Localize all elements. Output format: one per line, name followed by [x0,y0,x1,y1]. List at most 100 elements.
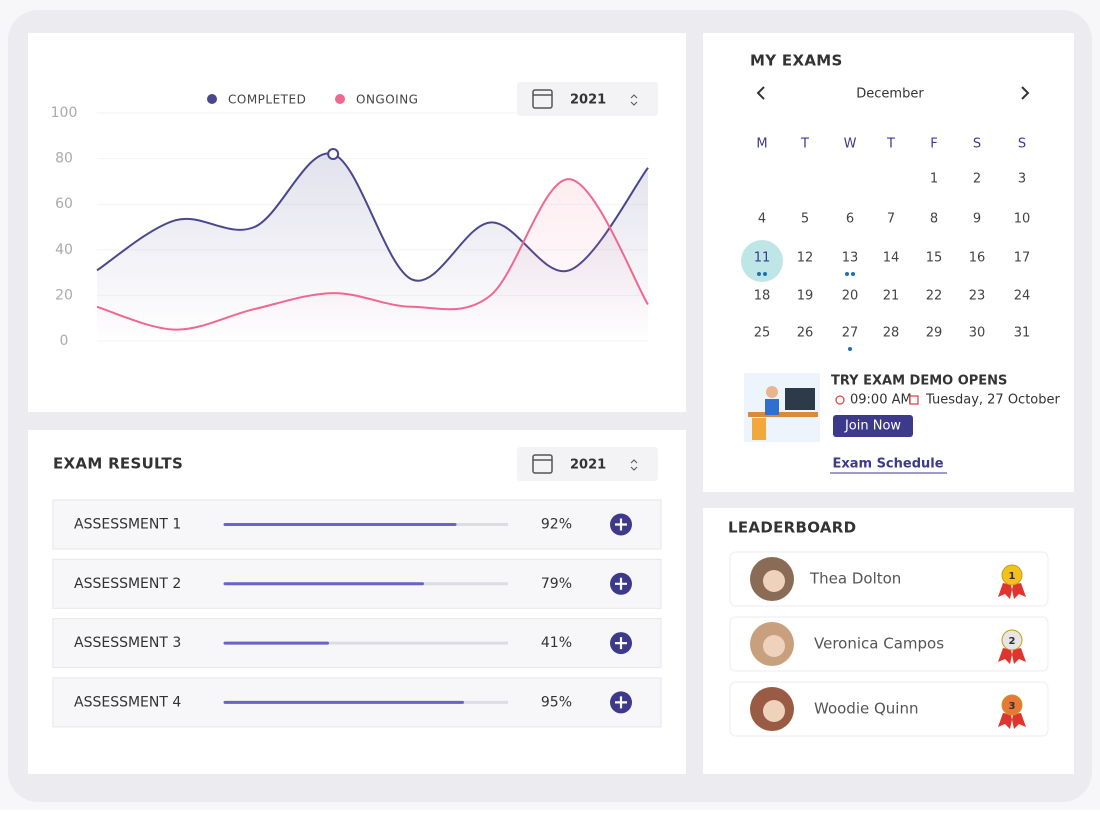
day[interactable]: 17 [1014,251,1031,266]
day[interactable]: 16 [969,251,986,266]
chevrons [630,94,638,106]
day[interactable]: 8 [930,212,938,227]
weekday: M [756,137,767,152]
medal [1001,694,1023,716]
weekday: S [973,137,981,152]
head [766,386,778,398]
weekday: T [886,137,895,152]
line [96,178,649,331]
result-name: ASSESSMENT 1 [74,517,181,533]
join-label[interactable]: Join Now [844,419,901,434]
weekday: T [800,137,809,152]
weekday: F [930,137,937,152]
day[interactable]: 13 [842,251,859,266]
leader-card [729,616,1049,672]
day[interactable]: 29 [926,326,943,341]
event-dot [848,347,852,351]
event-title: TRY EXAM DEMO OPENS [831,374,1007,389]
day[interactable]: 23 [969,289,986,304]
day[interactable]: 28 [883,326,900,341]
day[interactable]: 2 [973,172,981,187]
desk [748,412,818,417]
legend-swatch [335,94,345,104]
medal [1001,564,1023,586]
day[interactable]: 24 [1014,289,1031,304]
result-name: ASSESSMENT 2 [74,576,181,592]
plus-icon [615,518,627,531]
calendar-icon [532,454,553,474]
event-dot [763,272,767,276]
year[interactable]: 2021 [570,458,606,473]
year-select[interactable]: 2021 [517,447,658,481]
monitor [785,388,815,410]
y-tick-label: 60 [55,196,73,212]
day[interactable]: 18 [754,289,771,304]
medal-ribbon [998,648,1026,664]
weekday: W [844,137,857,152]
box [752,418,766,440]
day[interactable]: 1 [930,172,938,187]
join-button[interactable] [833,415,913,437]
event-dot [757,272,761,276]
medal [1001,629,1023,651]
clock-icon [835,395,845,405]
avatar-face [763,570,785,592]
year-select[interactable]: 2021 [517,82,658,116]
event-dot [851,272,855,276]
chevrons [630,459,638,471]
day[interactable]: 4 [758,212,766,227]
day[interactable]: 5 [801,212,809,227]
medal-rank: 2 [1009,636,1016,647]
day[interactable]: 25 [754,326,771,341]
calendar-icon [532,89,553,109]
month: December [856,87,924,102]
event-illustration [744,373,820,442]
day[interactable]: 14 [883,251,900,266]
day[interactable]: 9 [973,212,981,227]
weekday: S [1018,137,1026,152]
selected-day [741,240,783,282]
day[interactable]: 7 [887,212,895,227]
day[interactable]: 10 [1014,212,1031,227]
body [765,399,779,415]
plus-icon [615,637,627,650]
day[interactable]: 15 [926,251,943,266]
plus-icon [615,696,627,709]
date-icon [909,395,919,405]
y-tick-label: 40 [55,242,73,258]
point-marker [327,148,340,161]
leader-name: Thea Dolton [809,570,901,588]
medal-rank: 3 [1009,701,1016,712]
day[interactable]: 12 [797,251,814,266]
section-title: EXAM RESULTS [53,455,183,473]
day[interactable]: 6 [846,212,854,227]
event-date: Tuesday, 27 October [925,393,1061,408]
schedule-link[interactable]: Exam Schedule [832,457,943,472]
medal-ribbon [998,713,1026,729]
year[interactable]: 2021 [570,93,606,108]
day[interactable]: 11 [754,251,771,266]
day[interactable]: 27 [842,326,859,341]
day[interactable]: 22 [926,289,943,304]
plus-icon [615,577,627,590]
day[interactable]: 31 [1014,326,1031,341]
medal-rank: 1 [1009,571,1016,582]
day[interactable]: 3 [1018,172,1026,187]
day[interactable]: 20 [842,289,859,304]
y-tick-label: 80 [55,151,73,167]
day[interactable]: 26 [797,326,814,341]
day[interactable]: 19 [797,289,814,304]
day[interactable]: 21 [883,289,900,304]
prev-month[interactable] [756,86,765,100]
medal-ribbon [998,583,1026,599]
avatar-face [763,700,785,722]
leader-name: Woodie Quinn [814,700,919,718]
result-name: ASSESSMENT 4 [74,694,181,710]
section-title: MY EXAMS [750,52,843,70]
next-month[interactable] [1021,86,1030,100]
day[interactable]: 30 [969,326,986,341]
result-percent: 95% [541,694,572,710]
section-title: LEADERBOARD [728,519,856,537]
result-percent: 92% [541,517,572,533]
y-tick-label: 20 [55,287,73,303]
